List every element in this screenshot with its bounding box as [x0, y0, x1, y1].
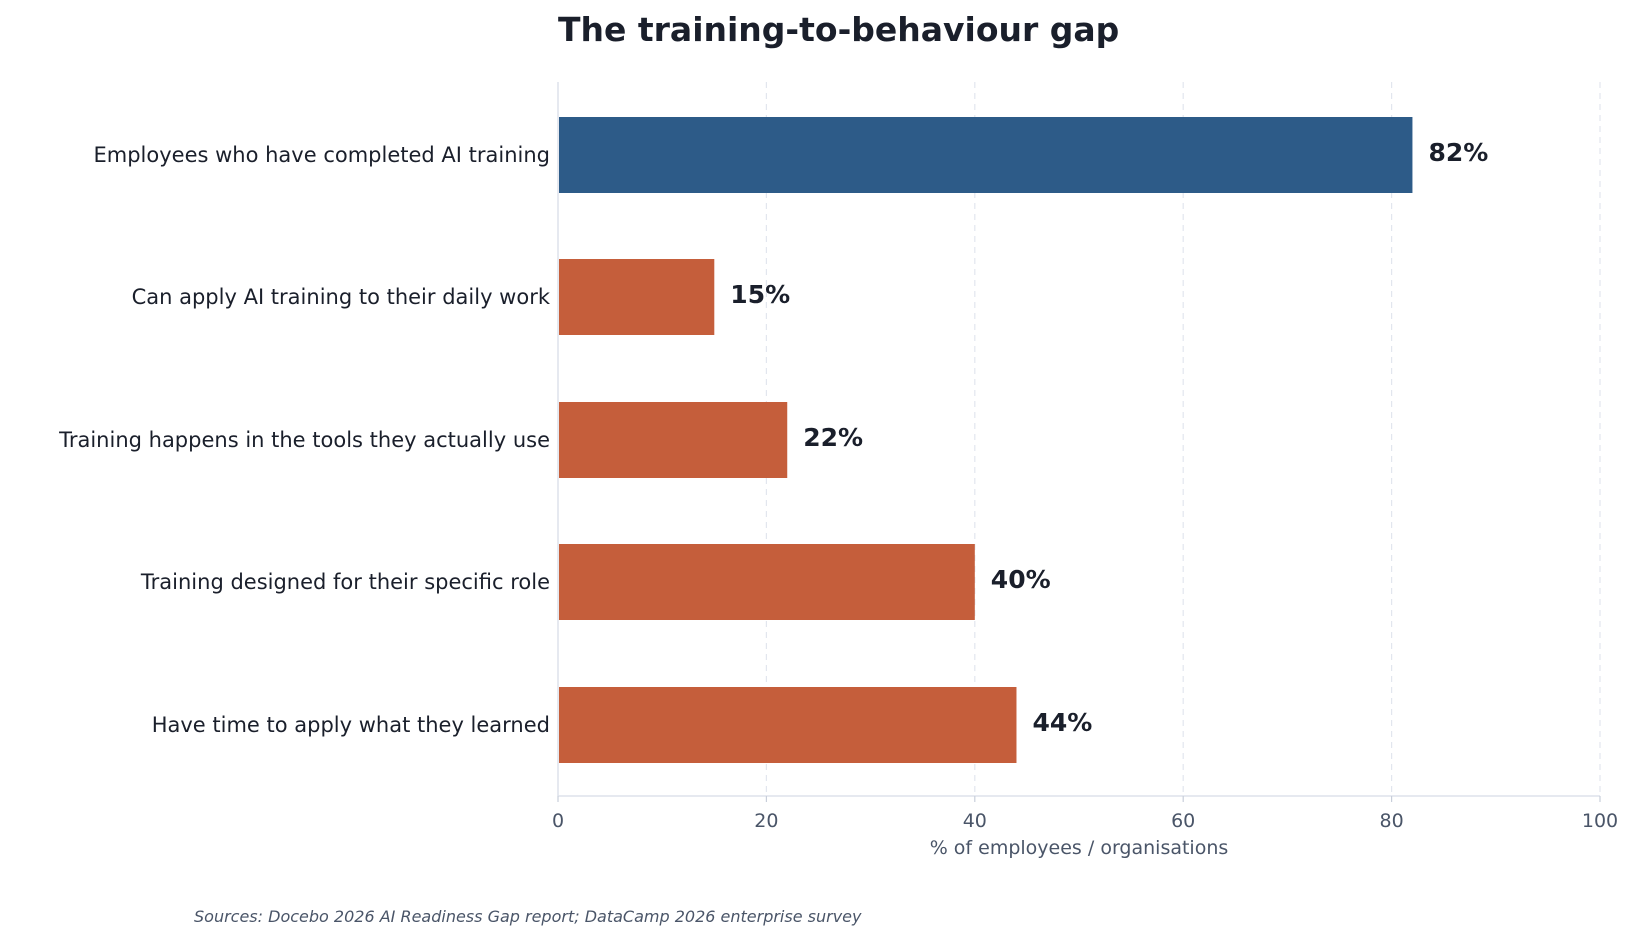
bar: [559, 544, 975, 620]
value-label: 22%: [803, 423, 863, 452]
value-label: 40%: [991, 565, 1051, 594]
x-axis-title: % of employees / organisations: [930, 837, 1229, 859]
x-tick-label: 80: [1380, 810, 1404, 832]
axes: 0 20 40 60 80 100 % of employees / organisatio…: [552, 82, 1618, 859]
bars: [559, 117, 1413, 763]
labels: Employees who have completed AI training…: [58, 138, 1488, 737]
category-label: Training happens in the tools they actua…: [58, 428, 550, 452]
x-tick-label: 0: [552, 810, 564, 832]
value-label: 15%: [730, 280, 790, 309]
bar: [559, 117, 1413, 193]
category-label: Can apply AI training to their daily wor…: [132, 285, 551, 309]
x-tick-label: 60: [1171, 810, 1195, 832]
value-label: 44%: [1032, 708, 1092, 737]
x-tick-label: 20: [754, 810, 778, 832]
x-tick-label: 100: [1582, 810, 1618, 832]
category-label: Training designed for their specific rol…: [140, 570, 550, 594]
x-tick-label: 40: [963, 810, 987, 832]
source-note: Sources: Docebo 2026 AI Readiness Gap re…: [194, 907, 862, 926]
value-label: 82%: [1428, 138, 1488, 167]
chart-title: The training-to-behaviour gap: [558, 10, 1120, 49]
bar: [559, 687, 1017, 763]
category-label: Employees who have completed AI training: [93, 143, 550, 167]
bar: [559, 259, 715, 335]
bar: [559, 402, 788, 478]
category-label: Have time to apply what they learned: [152, 713, 550, 737]
bar-chart: 0 20 40 60 80 100 % of employees / organisatio…: [58, 82, 1618, 859]
